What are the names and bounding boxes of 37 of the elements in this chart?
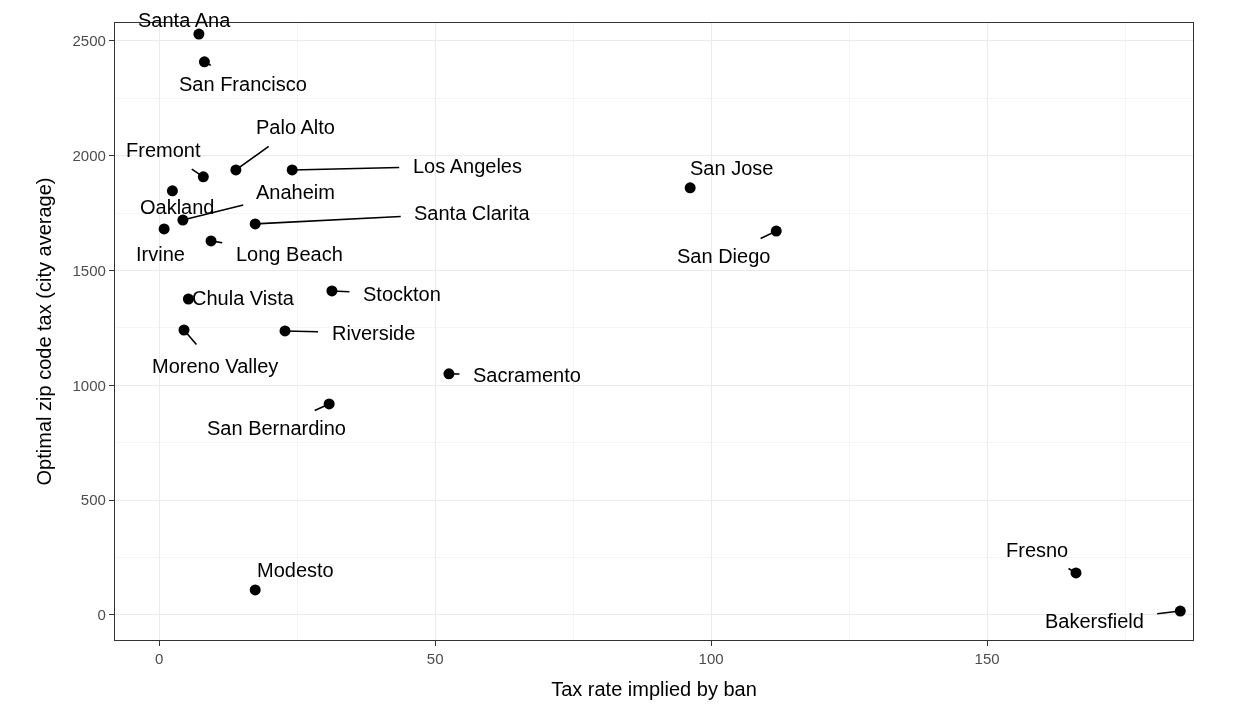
point bbox=[193, 28, 205, 40]
y-tick-label: 500 bbox=[80, 491, 106, 509]
y-tick-label: 1000 bbox=[72, 376, 106, 394]
annotation: Stockton bbox=[363, 283, 441, 305]
annotation: Fresno bbox=[1006, 539, 1069, 561]
annotation: Sacramento bbox=[473, 364, 581, 386]
y-tick-label: 1500 bbox=[72, 261, 106, 279]
annotation: San Francisco bbox=[179, 73, 307, 95]
y-tick-label: 2500 bbox=[72, 32, 106, 50]
point bbox=[158, 223, 170, 235]
annotation: Oakland bbox=[140, 196, 215, 218]
point bbox=[182, 293, 194, 305]
annotation: Anaheim bbox=[256, 181, 335, 203]
x-tick-label: 100 bbox=[698, 650, 724, 668]
y-axis-title: Optimal zip code tax (city average) bbox=[33, 177, 56, 486]
annotation: Santa Clarita bbox=[414, 202, 531, 224]
annotation: Modesto bbox=[257, 559, 334, 581]
annotation: Bakersfield bbox=[1045, 610, 1144, 632]
x-tick-label: 150 bbox=[974, 650, 1000, 668]
point bbox=[166, 185, 178, 197]
annotation: Chula Vista bbox=[192, 287, 295, 309]
x-tick-label: 0 bbox=[154, 650, 164, 668]
point bbox=[198, 56, 210, 68]
annotation: San Bernardino bbox=[207, 417, 346, 439]
annotation: Riverside bbox=[332, 322, 416, 344]
annotation: Long Beach bbox=[236, 243, 343, 265]
y-tick-label: 0 bbox=[97, 606, 106, 624]
annotation: San Diego bbox=[677, 245, 771, 267]
annotation: Los Angeles bbox=[413, 155, 522, 177]
x-axis-title: Tax rate implied by ban bbox=[551, 677, 757, 700]
x-tick-label: 50 bbox=[426, 650, 444, 668]
annotation: San Jose bbox=[690, 157, 774, 179]
annotation: Fremont bbox=[126, 139, 201, 161]
annotation: Irvine bbox=[136, 243, 185, 265]
annotation: Moreno Valley bbox=[152, 355, 279, 377]
y-tick-label: 2000 bbox=[72, 146, 106, 164]
annotation: Palo Alto bbox=[256, 116, 335, 138]
